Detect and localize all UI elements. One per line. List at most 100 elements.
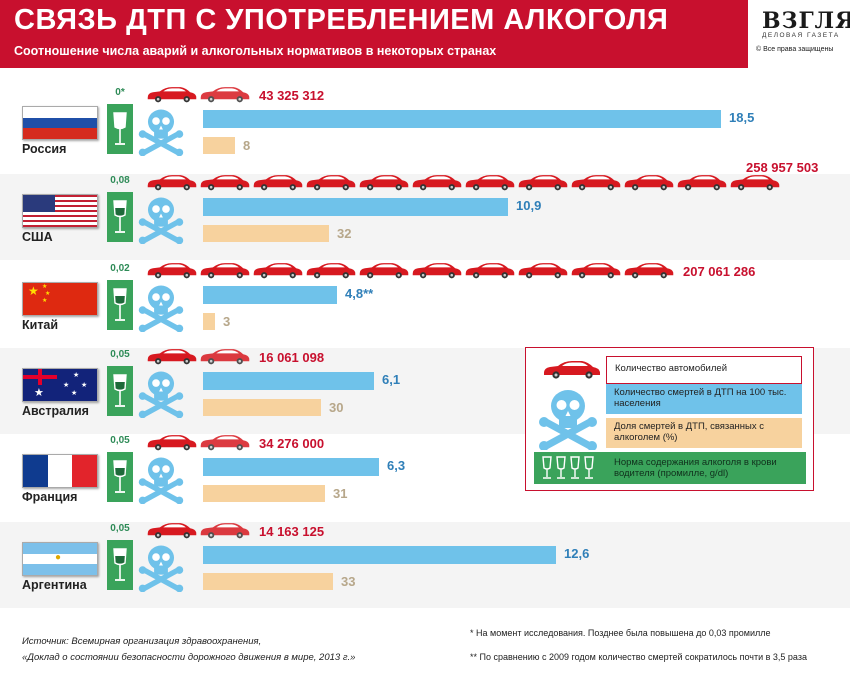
car-icon (624, 175, 674, 191)
skull-crossbones-icon (138, 194, 184, 244)
car-icon (518, 263, 568, 279)
row-band (0, 522, 850, 608)
deaths-value-label: 12,6 (564, 546, 590, 561)
country-label: Китай (22, 318, 59, 332)
country-label: США (22, 230, 53, 244)
wine-glass-icon (107, 540, 133, 590)
car-icon (200, 349, 250, 365)
header-banner: СВЯЗЬ ДТП С УПОТРЕБЛЕНИЕМ АЛКОГОЛЯ Соотн… (0, 0, 748, 68)
car-icon (412, 175, 462, 191)
car-icon (253, 175, 303, 191)
cars-count-label: 34 276 000 (259, 436, 325, 451)
alcohol-share-bar (203, 485, 325, 502)
cars-count-label: 43 325 312 (259, 88, 325, 103)
cars-count-label: 207 061 286 (683, 264, 756, 279)
legend: Количество автомобилей Количество смерте… (525, 347, 814, 491)
page-title: СВЯЗЬ ДТП С УПОТРЕБЛЕНИЕМ АЛКОГОЛЯ (14, 4, 669, 36)
row-band (0, 86, 850, 172)
logo-subtext: ДЕЛОВАЯ ГАЗЕТА (762, 32, 840, 39)
legend-deaths: Количество смертей в ДТП на 100 тыс. нас… (606, 384, 802, 414)
car-icon (518, 175, 568, 191)
car-icon (200, 263, 250, 279)
legend-skull-icon (538, 386, 598, 450)
skull-crossbones-icon (138, 542, 184, 592)
wine-glass-icon (107, 192, 133, 242)
car-icon (624, 263, 674, 279)
country-flag (22, 106, 98, 140)
car-icon (306, 175, 356, 191)
alcohol-share-bar (203, 137, 235, 154)
country-label: Россия (22, 142, 67, 156)
car-icon (465, 175, 515, 191)
deaths-value-label: 18,5 (729, 110, 755, 125)
car-icon (571, 175, 621, 191)
car-icon (147, 523, 197, 539)
car-icon (200, 435, 250, 451)
deaths-value-label: 6,3 (387, 458, 406, 473)
country-flag: ● (22, 542, 98, 576)
country-label: Аргентина (22, 578, 87, 592)
car-icon (306, 263, 356, 279)
car-icon (147, 435, 197, 451)
legend-cars: Количество автомобилей (606, 356, 802, 384)
country-row: США 0,08 258 957 503 10,9 32 (0, 160, 850, 266)
cars-count-label: 16 061 098 (259, 350, 325, 365)
alcohol-share-value-label: 32 (337, 226, 352, 241)
skull-crossbones-icon (138, 368, 184, 418)
wine-glass-icon (107, 104, 133, 154)
deaths-value-label: 4,8** (345, 286, 374, 301)
country-row: ● Аргентина 0,05 14 163 125 12,6 33 (0, 523, 850, 614)
car-icon (730, 175, 780, 191)
deaths-bar (203, 110, 721, 128)
legend-glass-icons (542, 456, 594, 479)
wine-glass-icon (107, 280, 133, 330)
wine-glass-icon (107, 452, 133, 502)
copyright: © Все права защищены (756, 46, 834, 53)
country-row: Россия 0* 43 325 312 18,5 8 (0, 87, 850, 178)
legend-car-icon (544, 361, 600, 379)
deaths-bar (203, 372, 374, 390)
car-icon (359, 263, 409, 279)
country-label: Австралия (22, 404, 89, 418)
wine-glass-icon (107, 366, 133, 416)
car-icon (147, 349, 197, 365)
car-icon (359, 175, 409, 191)
country-row: ★ ★ ★ ★ Китай 0,02 207 061 286 4,8** 3 (0, 263, 850, 354)
norm-value-label: 0,05 (110, 523, 130, 534)
country-label: Франция (22, 490, 78, 504)
car-icon (200, 175, 250, 191)
car-icon (147, 263, 197, 279)
legend-norm: Норма содержания алкоголя в крови водите… (614, 457, 777, 479)
alcohol-share-value-label: 30 (329, 400, 344, 415)
alcohol-share-value-label: 31 (333, 486, 348, 501)
alcohol-share-bar (203, 399, 321, 416)
deaths-bar (203, 546, 556, 564)
footnote-1: * На момент исследования. Позднее была п… (470, 628, 771, 638)
country-flag (22, 454, 98, 488)
alcohol-share-bar (203, 573, 333, 590)
car-icon (465, 263, 515, 279)
country-flag (22, 194, 98, 228)
car-icon (200, 87, 250, 103)
page-subtitle: Соотношение числа аварий и алкогольных н… (14, 44, 497, 58)
deaths-value-label: 10,9 (516, 198, 542, 213)
norm-value-label: 0,05 (110, 349, 130, 360)
car-icon (677, 175, 727, 191)
country-row: Франция 0,05 34 276 000 6,3 31 (0, 435, 850, 526)
country-flag: ★ ★ ★ ★ ★ (22, 368, 98, 402)
deaths-bar (203, 198, 508, 216)
car-icon (147, 175, 197, 191)
footnote-2: ** По сравнению с 2009 годом количество … (470, 652, 807, 662)
car-icon (147, 87, 197, 103)
alcohol-share-value-label: 3 (223, 314, 231, 329)
alcohol-share-bar (203, 313, 215, 330)
cars-count-label: 14 163 125 (259, 524, 325, 539)
norm-value-label: 0,08 (110, 175, 130, 186)
alcohol-share-value-label: 33 (341, 574, 356, 589)
legend-alcohol-share: Доля смертей в ДТП, связанных с алкоголе… (606, 418, 802, 448)
car-icon (412, 263, 462, 279)
car-icon (253, 263, 303, 279)
norm-value-label: 0* (115, 87, 125, 98)
country-flag: ★ ★ ★ ★ (22, 282, 98, 316)
